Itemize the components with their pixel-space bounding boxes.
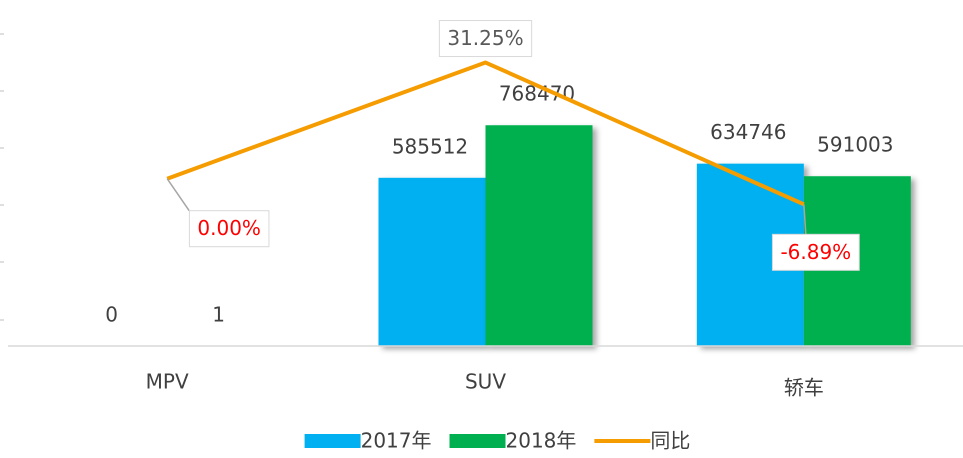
label-box [438, 20, 533, 58]
bar-value-label: 0 [105, 303, 118, 327]
legend-label: 2018年 [506, 429, 577, 453]
legend-item: 2018年 [449, 429, 577, 453]
legend-symbol [449, 434, 506, 448]
x-tick-label: 轿车 [784, 376, 824, 400]
legend-symbol [304, 434, 361, 448]
x-tick-label: SUV [465, 370, 506, 394]
legend-item: 同比 [594, 429, 690, 453]
line-value-text: -6.89% [780, 240, 851, 264]
leader-line [166, 178, 190, 212]
bar-value-label: 634746 [710, 120, 786, 144]
line-value-text: 31.25% [447, 26, 523, 50]
legend-label: 同比 [650, 429, 690, 453]
line-value-text: 0.00% [197, 216, 261, 240]
legend-label: 2017年 [361, 429, 432, 453]
legend-item: 2017年 [304, 429, 432, 453]
line-value-label: 31.25% [438, 20, 533, 58]
bar [485, 125, 593, 346]
bar-value-label: 585512 [392, 134, 468, 158]
bar [378, 177, 486, 346]
label-box [771, 233, 860, 271]
line-value-label: -6.89% [771, 233, 860, 271]
line-value-label: 0.00% [188, 210, 270, 248]
bar-value-label: 1 [212, 302, 225, 326]
leader-line [803, 204, 807, 235]
bar-value-label: 591003 [817, 133, 893, 157]
left-edge-ticks [0, 33, 4, 321]
x-tick-label: MPV [146, 370, 189, 394]
line [166, 60, 805, 207]
label-box [188, 210, 270, 248]
